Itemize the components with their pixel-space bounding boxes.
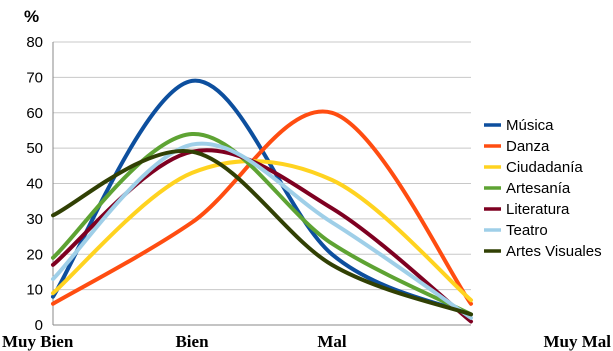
x-tick-label: Muy Bien	[2, 332, 74, 351]
x-tick-label: Bien	[175, 332, 209, 351]
x-axis-ticks: Muy Bien Bien Mal Muy Mal	[2, 332, 611, 351]
y-tick-label: 70	[26, 69, 43, 86]
legend-label: Artesanía	[506, 180, 571, 197]
legend-label: Danza	[506, 138, 550, 155]
y-tick-label: 60	[26, 105, 43, 122]
y-axis-unit-label: %	[24, 7, 39, 26]
gridlines	[52, 41, 471, 326]
legend-label: Música	[506, 117, 554, 134]
series-line-6	[51, 148, 473, 317]
y-tick-label: 50	[26, 140, 43, 157]
series-line-0	[51, 78, 473, 317]
legend: Música Danza Ciudadanía Artesanía Literatura…	[484, 117, 602, 260]
series-line-3	[51, 131, 473, 317]
series-line-2	[51, 159, 473, 303]
x-tick-label: Mal	[317, 332, 347, 351]
legend-label: Artes Visuales	[506, 243, 602, 260]
x-tick-label: Muy Mal	[543, 332, 611, 351]
y-tick-label: 10	[26, 282, 43, 299]
y-tick-label: 40	[26, 176, 43, 193]
y-tick-label: 0	[35, 317, 43, 334]
y-tick-label: 20	[26, 246, 43, 263]
y-axis-ticks: 0 10 20 30 40 50 60 70 80	[26, 34, 43, 334]
y-tick-label: 80	[26, 34, 43, 51]
legend-label: Teatro	[506, 222, 548, 239]
legend-label: Literatura	[506, 201, 570, 218]
legend-label: Ciudadanía	[506, 159, 583, 176]
series-lines	[51, 78, 473, 324]
series-line-1	[51, 109, 473, 306]
y-tick-label: 30	[26, 211, 43, 228]
series-line-5	[51, 141, 473, 320]
